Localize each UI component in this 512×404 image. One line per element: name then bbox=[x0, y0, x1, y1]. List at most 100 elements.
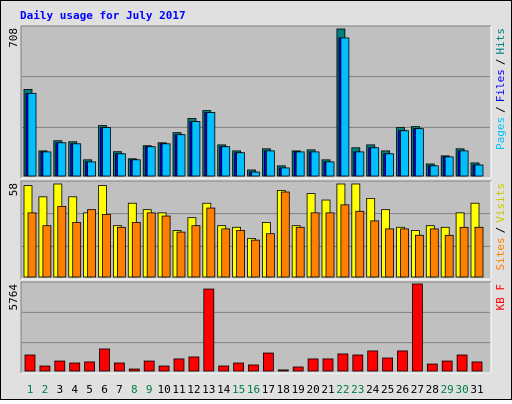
bar bbox=[84, 361, 95, 372]
x-tick-label: 29 bbox=[441, 383, 454, 396]
bar bbox=[131, 222, 141, 278]
x-tick-label: 22 bbox=[336, 383, 349, 396]
x-tick-label: 20 bbox=[306, 383, 319, 396]
x-tick-label: 8 bbox=[131, 383, 138, 396]
x-tick-label: 6 bbox=[101, 383, 108, 396]
bar bbox=[310, 212, 320, 278]
bar bbox=[352, 354, 364, 372]
bar bbox=[355, 210, 365, 278]
bar bbox=[54, 360, 66, 372]
x-tick-label: 17 bbox=[262, 383, 275, 396]
bar bbox=[459, 150, 469, 177]
bar bbox=[262, 352, 274, 372]
bar bbox=[221, 228, 231, 278]
legend-separator: / bbox=[494, 227, 507, 234]
bar bbox=[206, 112, 216, 177]
bar bbox=[444, 156, 454, 177]
y-tick-label: 708 bbox=[7, 28, 20, 48]
bar bbox=[370, 147, 380, 177]
bar bbox=[367, 350, 379, 372]
bar bbox=[161, 215, 171, 278]
bar bbox=[456, 354, 468, 372]
legend: Pages / Files / Hits bbox=[494, 28, 507, 150]
chart-title: Daily usage for July 2017 bbox=[20, 9, 186, 22]
bar bbox=[292, 366, 304, 372]
bar bbox=[325, 161, 335, 177]
x-tick-label: 25 bbox=[381, 383, 394, 396]
legend-separator: / bbox=[494, 59, 507, 66]
bar bbox=[42, 225, 52, 278]
bar bbox=[69, 362, 81, 372]
bar bbox=[251, 239, 260, 278]
bar bbox=[429, 228, 439, 278]
y-tick-label: 58 bbox=[7, 183, 20, 196]
bar bbox=[426, 363, 438, 372]
x-tick-label: 26 bbox=[396, 383, 409, 396]
bar bbox=[24, 354, 36, 372]
bar bbox=[322, 358, 334, 372]
x-tick-label: 12 bbox=[187, 383, 200, 396]
x-tick-label: 30 bbox=[455, 383, 468, 396]
bar bbox=[206, 207, 216, 278]
bar bbox=[474, 164, 484, 177]
legend: KB F bbox=[494, 284, 507, 311]
bar bbox=[146, 146, 156, 177]
bar bbox=[72, 143, 82, 177]
bar bbox=[191, 121, 201, 177]
legend-entry: Pages bbox=[494, 117, 507, 150]
bar bbox=[280, 167, 290, 177]
x-tick-label: 9 bbox=[146, 383, 153, 396]
bar bbox=[444, 234, 454, 278]
bar bbox=[385, 228, 395, 278]
x-tick-label: 15 bbox=[232, 383, 245, 396]
bar bbox=[173, 358, 185, 372]
bar bbox=[128, 368, 140, 372]
legend-entry: Hits bbox=[494, 28, 507, 55]
bar bbox=[158, 365, 170, 372]
bar bbox=[188, 356, 200, 372]
bar bbox=[72, 222, 82, 278]
legend-entry: Sites bbox=[494, 237, 507, 270]
bar bbox=[117, 226, 126, 278]
bar bbox=[191, 225, 201, 278]
x-tick-label: 10 bbox=[157, 383, 170, 396]
x-tick-label: 5 bbox=[86, 383, 93, 396]
bar bbox=[87, 209, 96, 278]
x-tick-label: 1 bbox=[27, 383, 34, 396]
bar bbox=[340, 204, 350, 278]
x-tick-label: 16 bbox=[247, 383, 260, 396]
bar bbox=[131, 159, 141, 177]
bar bbox=[236, 230, 246, 278]
bar bbox=[337, 353, 349, 372]
bar bbox=[233, 362, 245, 372]
bar bbox=[397, 350, 408, 372]
x-tick-label: 21 bbox=[321, 383, 334, 396]
bar bbox=[143, 360, 155, 372]
bar bbox=[42, 151, 52, 177]
bar bbox=[176, 231, 186, 278]
x-tick-label: 27 bbox=[411, 383, 424, 396]
bar bbox=[251, 171, 260, 177]
legend: Sites / Visits bbox=[494, 183, 507, 271]
bar bbox=[102, 214, 111, 278]
bar bbox=[99, 348, 110, 372]
bar bbox=[218, 365, 230, 372]
bar bbox=[27, 212, 37, 278]
legend-entry: KB F bbox=[494, 284, 507, 311]
bar bbox=[471, 361, 483, 372]
bar bbox=[102, 127, 111, 177]
bar bbox=[114, 362, 125, 372]
x-tick-label: 7 bbox=[116, 383, 123, 396]
bar bbox=[429, 165, 439, 177]
bar bbox=[411, 283, 423, 372]
bar bbox=[382, 357, 394, 372]
x-tick-label: 28 bbox=[426, 383, 439, 396]
legend-entry: Files bbox=[494, 69, 507, 102]
bar bbox=[146, 212, 156, 278]
bar bbox=[39, 365, 51, 372]
bar bbox=[400, 130, 409, 177]
bar bbox=[441, 360, 453, 372]
bar bbox=[265, 150, 275, 177]
bar bbox=[340, 37, 350, 177]
